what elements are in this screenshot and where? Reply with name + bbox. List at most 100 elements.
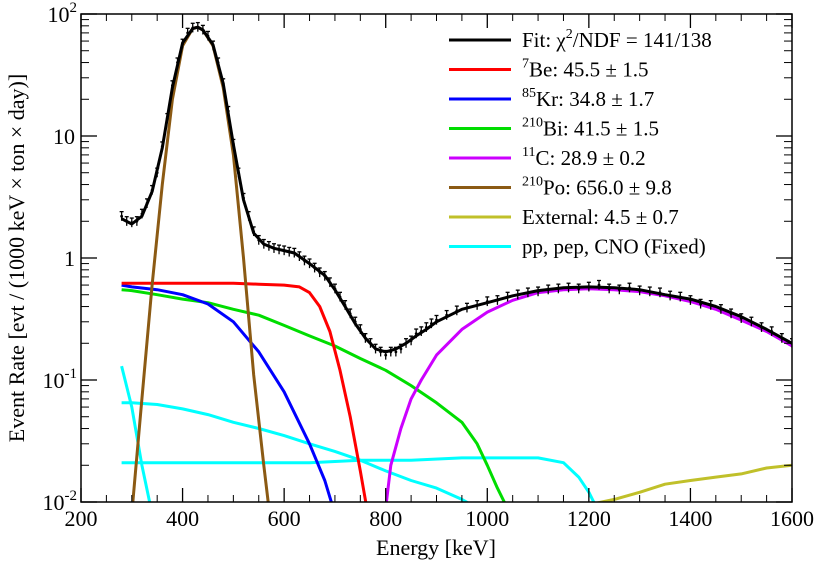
- legend-label-bi210: 210Bi: 41.5 ± 1.5: [522, 116, 659, 141]
- data-point: [256, 234, 261, 245]
- legend-label-ppcno: pp, pep, CNO (Fixed): [522, 235, 706, 259]
- series-line-external: [594, 463, 792, 502]
- data-point: [150, 184, 155, 195]
- data-point: [216, 57, 221, 68]
- series-line-be7: [121, 281, 368, 502]
- data-point: [647, 286, 652, 297]
- data-point: [475, 300, 480, 310]
- y-axis-label: Event Rate [evt / (1000 keV × ton × day)…: [4, 74, 29, 442]
- legend: Fit: χ2/NDF = 141/138 7Be: 45.5 ± 1.5 85Kr…: [449, 27, 712, 259]
- legend-label-po210: 210Po: 656.0 ± 9.8: [522, 175, 672, 200]
- data-point: [348, 308, 353, 319]
- data-point: [343, 300, 348, 310]
- data-point: [398, 343, 403, 354]
- legend-entry-external: External: 4.5 ± 0.7: [449, 205, 679, 229]
- legend-entry-be7: 7Be: 45.5 ± 1.5: [449, 57, 648, 82]
- data-point: [393, 346, 398, 357]
- x-tick-label: 600: [268, 506, 301, 531]
- data-point: [429, 318, 434, 329]
- x-tick-label: 400: [166, 506, 199, 531]
- data-point: [271, 243, 276, 253]
- data-point: [129, 217, 134, 228]
- data-point: [170, 80, 175, 90]
- data-point: [409, 335, 414, 346]
- data-point: [165, 112, 170, 123]
- data-point: [597, 279, 602, 290]
- data-point: [200, 24, 205, 35]
- data-point: [261, 238, 266, 249]
- data-point: [241, 192, 246, 203]
- data-point: [627, 282, 632, 293]
- data-point: [195, 21, 200, 32]
- data-point: [404, 338, 409, 348]
- x-tick-label: 200: [65, 506, 98, 531]
- series-line-kr85: [121, 283, 333, 502]
- data-point: [292, 247, 297, 258]
- data-point: [363, 333, 368, 343]
- data-point: [251, 226, 256, 237]
- x-axis-label: Energy [keV]: [376, 535, 496, 560]
- legend-entry-po210: 210Po: 656.0 ± 9.8: [449, 175, 672, 200]
- data-point: [749, 316, 754, 327]
- legend-entry-c11: 11C: 28.9 ± 0.2: [449, 145, 646, 170]
- data-point: [221, 78, 226, 88]
- data-point: [617, 284, 622, 295]
- axes-layer: 200 400 600 800 1000 1200 1400 1600 10-2 10-1 1 10 1…: [43, 0, 815, 531]
- data-point: [383, 349, 388, 360]
- data-point: [368, 338, 373, 348]
- data-point: [145, 198, 150, 209]
- legend-label-c11: 11C: 28.9 ± 0.2: [522, 145, 646, 170]
- data-point: [322, 270, 327, 281]
- data-point: [759, 322, 764, 332]
- data-point: [338, 291, 343, 302]
- data-point: [236, 167, 241, 178]
- data-point: [317, 267, 322, 278]
- data-point: [124, 216, 129, 226]
- data-point: [576, 283, 581, 294]
- data-point: [637, 285, 642, 296]
- data-point: [464, 302, 469, 313]
- y-tick-label: 102: [48, 0, 78, 27]
- legend-label-fit: Fit: χ2/NDF = 141/138: [522, 27, 712, 52]
- data-point: [414, 328, 419, 339]
- data-point: [358, 324, 363, 334]
- data-point: [185, 27, 190, 38]
- data-point: [668, 290, 673, 301]
- data-point: [180, 38, 185, 49]
- data-point: [419, 326, 424, 337]
- data-point: [769, 326, 774, 337]
- data-point: [332, 283, 337, 294]
- y-tick-label: 1: [64, 246, 75, 271]
- data-point: [546, 284, 551, 295]
- legend-entry-bi210: 210Bi: 41.5 ± 1.5: [449, 116, 659, 141]
- data-point: [657, 287, 662, 298]
- data-point: [556, 283, 561, 294]
- data-point: [139, 208, 144, 219]
- data-point: [231, 138, 236, 149]
- data-point: [134, 216, 139, 226]
- data-point: [160, 141, 165, 152]
- data-point: [708, 300, 713, 310]
- data-point: [211, 40, 216, 51]
- data-point: [277, 244, 282, 255]
- data-point: [525, 287, 530, 298]
- y-tick-label: 10-1: [43, 366, 78, 393]
- data-point: [190, 22, 195, 33]
- x-tick-label: 800: [369, 506, 402, 531]
- curve-layer: [120, 25, 792, 502]
- data-point: [302, 255, 307, 266]
- data-point: [226, 105, 231, 116]
- data-point: [495, 295, 500, 305]
- data-point: [373, 343, 378, 354]
- data-point: [307, 258, 312, 269]
- legend-label-external: External: 4.5 ± 0.7: [522, 205, 679, 229]
- data-point: [155, 167, 160, 178]
- legend-entry-fit: Fit: χ2/NDF = 141/138: [449, 27, 712, 52]
- data-point: [175, 57, 180, 68]
- data-point: [282, 245, 287, 256]
- data-point: [566, 282, 571, 293]
- data-point: [779, 333, 784, 343]
- data-point: [287, 246, 292, 257]
- data-point-layer: [119, 21, 792, 360]
